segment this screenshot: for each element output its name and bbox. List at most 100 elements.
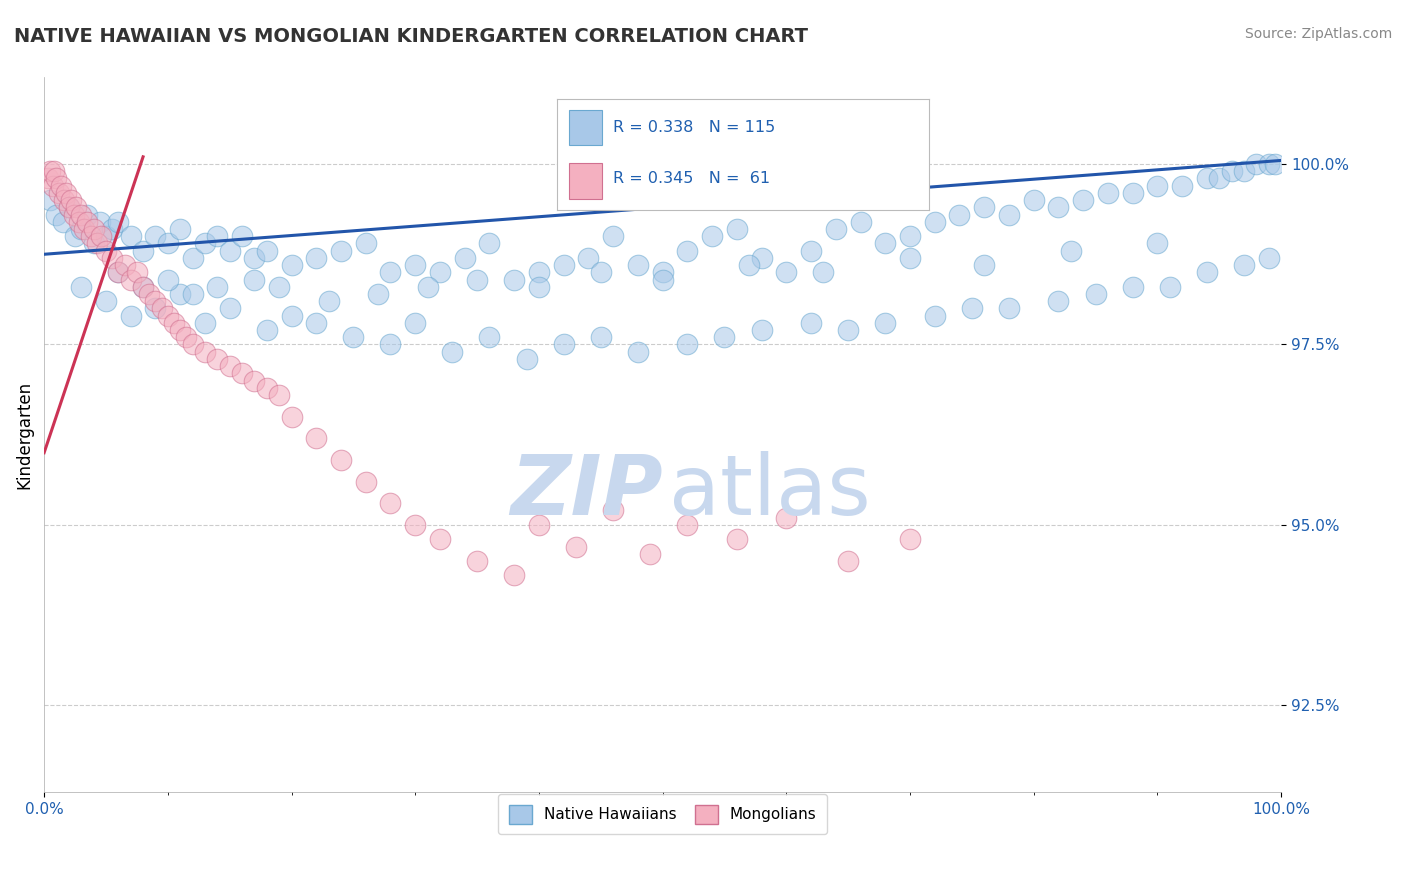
Point xyxy=(1264,157,1286,171)
Point xyxy=(194,316,217,330)
Point xyxy=(751,251,773,265)
Point xyxy=(94,244,117,258)
Point xyxy=(651,265,673,279)
Point xyxy=(478,236,501,251)
Point xyxy=(1257,157,1279,171)
Point xyxy=(330,244,353,258)
Point xyxy=(1195,171,1218,186)
Point xyxy=(63,229,86,244)
Point xyxy=(67,215,90,229)
Point xyxy=(70,208,93,222)
Point xyxy=(800,316,823,330)
Y-axis label: Kindergarten: Kindergarten xyxy=(15,381,32,489)
Point xyxy=(280,258,302,272)
Point xyxy=(651,272,673,286)
Point xyxy=(1246,157,1268,171)
Point xyxy=(101,222,124,236)
Point xyxy=(1233,258,1256,272)
Point xyxy=(86,236,108,251)
Point xyxy=(55,186,77,200)
Point xyxy=(676,517,699,532)
Text: ZIP: ZIP xyxy=(510,451,662,533)
Point xyxy=(107,265,129,279)
Point xyxy=(256,323,278,337)
Point xyxy=(576,251,599,265)
Point xyxy=(527,279,550,293)
Point xyxy=(169,222,191,236)
Point xyxy=(602,503,624,517)
Point xyxy=(465,272,488,286)
Point xyxy=(90,229,112,244)
Point xyxy=(973,200,995,214)
Point xyxy=(775,265,797,279)
Point xyxy=(404,258,426,272)
Point xyxy=(354,475,377,489)
Point xyxy=(998,301,1021,316)
Point xyxy=(1233,164,1256,178)
Point xyxy=(627,344,650,359)
Point xyxy=(176,330,198,344)
Point xyxy=(107,215,129,229)
Point xyxy=(218,301,240,316)
Point xyxy=(73,222,96,236)
Point xyxy=(527,517,550,532)
Text: Source: ZipAtlas.com: Source: ZipAtlas.com xyxy=(1244,27,1392,41)
Point xyxy=(231,367,253,381)
Point xyxy=(676,244,699,258)
Point xyxy=(725,222,748,236)
Point xyxy=(169,323,191,337)
Point xyxy=(107,265,129,279)
Point xyxy=(145,294,167,309)
Point xyxy=(713,330,735,344)
Point xyxy=(280,309,302,323)
Point xyxy=(515,351,537,366)
Point xyxy=(924,215,946,229)
Point xyxy=(948,208,970,222)
Point xyxy=(181,287,204,301)
Point xyxy=(207,279,229,293)
Point xyxy=(454,251,477,265)
Point xyxy=(1171,178,1194,193)
Point xyxy=(156,309,179,323)
Point xyxy=(52,193,75,207)
Point xyxy=(65,200,87,214)
Point xyxy=(114,258,136,272)
Point xyxy=(150,301,173,316)
Point xyxy=(156,236,179,251)
Point xyxy=(602,229,624,244)
Point xyxy=(330,453,353,467)
Point xyxy=(89,215,111,229)
Point xyxy=(565,540,588,554)
Point xyxy=(163,316,186,330)
Point xyxy=(305,316,328,330)
Point xyxy=(269,388,291,402)
Text: NATIVE HAWAIIAN VS MONGOLIAN KINDERGARTEN CORRELATION CHART: NATIVE HAWAIIAN VS MONGOLIAN KINDERGARTE… xyxy=(14,27,808,45)
Point xyxy=(305,431,328,445)
Point xyxy=(243,374,266,388)
Point xyxy=(1097,186,1119,200)
Point xyxy=(231,229,253,244)
Point xyxy=(429,533,451,547)
Point xyxy=(775,510,797,524)
Point xyxy=(45,171,67,186)
Point xyxy=(120,229,142,244)
Point xyxy=(1257,251,1279,265)
Point xyxy=(243,272,266,286)
Point xyxy=(1047,294,1070,309)
Point xyxy=(58,200,80,214)
Text: atlas: atlas xyxy=(669,451,870,533)
Point xyxy=(1022,193,1045,207)
Point xyxy=(83,236,105,251)
Point xyxy=(429,265,451,279)
Point xyxy=(503,568,526,582)
Point xyxy=(813,265,835,279)
Point xyxy=(738,258,761,272)
Point xyxy=(207,351,229,366)
Point xyxy=(478,330,501,344)
Point xyxy=(145,301,167,316)
Point xyxy=(62,208,84,222)
Point xyxy=(269,279,291,293)
Point xyxy=(380,337,402,351)
Point xyxy=(367,287,389,301)
Point xyxy=(256,244,278,258)
